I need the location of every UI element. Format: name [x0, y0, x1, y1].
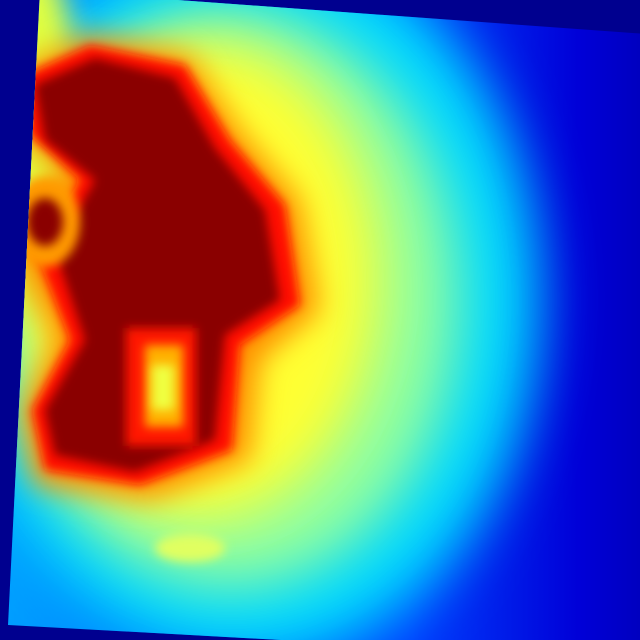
cool-spot — [27, 198, 63, 246]
inner-peak — [152, 365, 174, 410]
small-spot — [155, 534, 225, 562]
hot-core — [35, 58, 280, 472]
